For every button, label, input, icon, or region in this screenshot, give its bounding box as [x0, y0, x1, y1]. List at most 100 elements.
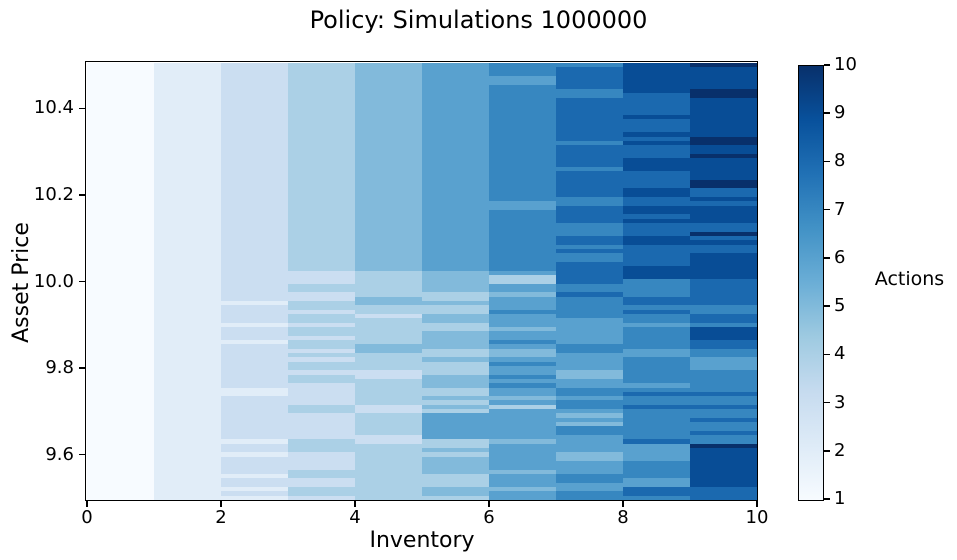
heatmap-segment [690, 153, 757, 159]
heatmap-segment [556, 283, 623, 293]
heatmap-segment [623, 171, 690, 189]
colorbar-tick-mark [824, 449, 830, 452]
colorbar-tick-label: 7 [834, 198, 846, 220]
heatmap-segment [623, 357, 690, 384]
heatmap-segment [690, 136, 757, 146]
heatmap-segment [489, 357, 556, 363]
heatmap-segment [288, 487, 355, 497]
heatmap-segment [489, 344, 556, 350]
heatmap-segment [221, 387, 288, 397]
heatmap-segment [556, 491, 623, 500]
heatmap-segment [489, 75, 556, 86]
colorbar-tick-mark [824, 353, 830, 356]
heatmap-segment [489, 404, 556, 410]
x-tick-mark [622, 500, 624, 507]
heatmap-segment [690, 253, 757, 280]
heatmap-segment [556, 166, 623, 172]
heatmap-segment [690, 487, 757, 500]
heatmap-segment [288, 348, 355, 354]
y-tick-mark [79, 367, 86, 369]
heatmap-segment [690, 197, 757, 202]
heatmap-segment [355, 435, 422, 445]
colorbar-tick-label: 8 [834, 150, 846, 172]
heatmap-segment [489, 84, 556, 202]
heatmap-segment [556, 426, 623, 436]
heatmap-segment [221, 344, 288, 388]
heatmap-segment [623, 140, 690, 146]
y-tick-mark [79, 280, 86, 283]
x-tick-label: 4 [349, 507, 361, 528]
colorbar-tick-label: 5 [834, 295, 846, 317]
heatmap-segment [422, 487, 489, 497]
heatmap-segment [422, 374, 489, 388]
heatmap-segment [422, 292, 489, 302]
heatmap-segment [489, 443, 556, 471]
x-tick-label: 10 [745, 507, 769, 528]
heatmap-segment [288, 339, 355, 350]
heatmap-segment [556, 422, 623, 427]
heatmap-segment [422, 456, 489, 475]
heatmap-segment [690, 430, 757, 436]
heatmap-segment [422, 322, 489, 332]
heatmap-segment [288, 357, 355, 363]
x-tick-mark [86, 500, 88, 507]
heatmap-segment [288, 404, 355, 414]
heatmap-segment [556, 417, 623, 423]
heatmap-segment [489, 487, 556, 492]
heatmap-segment [288, 292, 355, 302]
heatmap-segment [87, 63, 154, 500]
heatmap-segment [556, 452, 623, 462]
colorbar-label: Actions [874, 268, 945, 290]
heatmap-segment [556, 236, 623, 246]
heatmap-segment [690, 409, 757, 419]
heatmap-segment [623, 188, 690, 198]
heatmap-segment [556, 262, 623, 285]
heatmap-segment [221, 491, 288, 497]
colorbar-tick-mark [824, 305, 830, 307]
heatmap-segment [690, 231, 757, 237]
heatmap-segment [489, 383, 556, 388]
heatmap-segment [355, 313, 422, 319]
y-tick-label: 9.8 [45, 357, 74, 379]
heatmap-segment [288, 413, 355, 440]
heatmap-segment [221, 63, 288, 302]
colorbar-tick-mark [824, 498, 830, 500]
heatmap-segment [690, 279, 757, 306]
heatmap-segment [690, 348, 757, 358]
heatmap-segment [556, 171, 623, 198]
x-tick-mark [220, 500, 222, 507]
heatmap-segment [288, 283, 355, 293]
heatmap-segment [556, 461, 623, 475]
heatmap-segment [556, 396, 623, 401]
heatmap-segment [288, 352, 355, 358]
heatmap-segment [489, 331, 556, 341]
heatmap-segment [690, 97, 757, 138]
heatmap-segment [489, 283, 556, 293]
heatmap-segment [489, 474, 556, 488]
heatmap-segment [690, 145, 757, 155]
heatmap-segment [556, 67, 623, 90]
heatmap-segment [623, 197, 690, 207]
colorbar [798, 65, 824, 501]
heatmap-segment [489, 292, 556, 298]
heatmap-segment [489, 63, 556, 77]
heatmap-segment [623, 387, 690, 393]
y-tick-mark [79, 107, 86, 110]
colorbar-tick-mark [824, 112, 830, 115]
heatmap-segment [690, 417, 757, 423]
heatmap-segment [489, 270, 556, 276]
heatmap-segment [489, 400, 556, 406]
heatmap-segment [355, 413, 422, 436]
heatmap-segment [556, 88, 623, 99]
heatmap-segment [623, 461, 690, 479]
heatmap-segment [690, 88, 757, 99]
heatmap-segment [489, 469, 556, 475]
heatmap-segment [690, 322, 757, 328]
heatmap-segment [489, 296, 556, 311]
heatmap-segment [556, 249, 623, 254]
heatmap-segment [355, 344, 422, 354]
heatmap-segment [623, 158, 690, 172]
heatmap-segment [489, 339, 556, 345]
heatmap-segment [288, 361, 355, 371]
